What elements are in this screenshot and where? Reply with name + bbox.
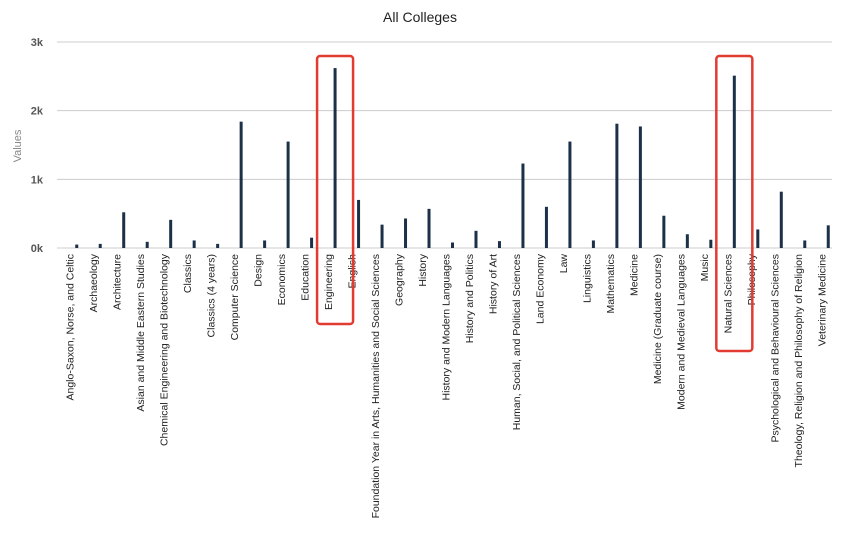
x-tick-label: Foundation Year in Arts, Humanities and …	[370, 254, 382, 518]
x-tick-label: Archaeology	[88, 253, 100, 312]
bars	[75, 68, 830, 249]
x-tick-label: Anglo-Saxon, Norse, and Celtic	[65, 254, 77, 401]
bar-mathematics	[615, 123, 619, 248]
x-tick-label: Engineering	[323, 254, 335, 310]
bar-engineering	[333, 68, 337, 249]
x-tick-label: Mathematics	[605, 254, 617, 314]
x-tick-label: Natural Sciences	[722, 254, 734, 333]
bar-archaeology	[98, 243, 102, 248]
bar-asian-and-middle-eastern-studies	[145, 241, 149, 248]
x-tick-label: Geography	[394, 253, 406, 306]
bar-foundation-year-in-arts-humanities-and-social-sciences	[380, 224, 384, 248]
highlight-box-engineering	[315, 54, 355, 326]
x-tick-label: Computer Science	[229, 254, 241, 341]
y-axis-ticks: 0k 1k 2k 3k	[31, 37, 44, 255]
y-tick-label: 3k	[31, 37, 44, 49]
y-tick-label: 0k	[31, 243, 44, 255]
x-tick-label: Design	[253, 254, 265, 287]
bar-psychological-and-behavioural-sciences	[779, 191, 783, 248]
bar-computer-science	[239, 121, 243, 248]
x-tick-label: History and Modern Languages	[441, 254, 453, 401]
y-axis-label: Values	[12, 129, 24, 162]
bar-modern-and-medieval-languages	[685, 234, 689, 248]
bar-music	[709, 239, 713, 248]
bar-history	[427, 208, 431, 248]
bar-classics-4-years	[216, 243, 220, 248]
bar-english	[357, 199, 361, 248]
bar-land-economy	[544, 206, 548, 248]
x-tick-label: History and Politics	[464, 254, 476, 343]
bar-history-and-modern-languages	[451, 242, 454, 248]
x-tick-label: Economics	[276, 254, 288, 305]
bar-theology-religion-and-philosophy-of-religion	[803, 240, 807, 248]
bar-geography	[404, 218, 408, 248]
x-tick-label: Architecture	[112, 254, 124, 310]
bar-history-and-politics	[474, 230, 478, 248]
bar-linguistics	[591, 240, 595, 248]
x-tick-label: Medicine	[628, 254, 640, 296]
bar-economics	[286, 141, 290, 248]
x-tick-label: Modern and Medieval Languages	[675, 254, 687, 410]
bar-philosophy	[756, 229, 760, 248]
x-tick-label: Music	[699, 254, 711, 281]
highlight-box-natural-sciences	[715, 54, 754, 353]
x-tick-label: Classics	[182, 254, 194, 293]
bar-law	[568, 141, 572, 248]
bar-veterinary-medicine	[826, 225, 830, 248]
bar-natural-sciences	[732, 75, 736, 248]
x-tick-label: Human, Social, and Political Sciences	[511, 254, 523, 430]
x-tick-label: Chemical Engineering and Biotechnology	[159, 253, 171, 446]
x-tick-label: Law	[558, 254, 570, 274]
x-tick-label: History of Art	[487, 254, 499, 314]
x-tick-label: Education	[300, 254, 312, 301]
x-axis-ticks: Anglo-Saxon, Norse, and Celtic Archaeolog…	[65, 253, 829, 518]
x-tick-label: History	[417, 253, 429, 286]
bar-chemical-engineering-and-biotechnology	[169, 219, 173, 248]
highlight-boxes	[315, 54, 754, 353]
x-tick-label: Veterinary Medicine	[816, 254, 828, 346]
bar-history-of-art	[497, 241, 501, 248]
bar-education	[310, 237, 314, 248]
bar-architecture	[122, 212, 126, 248]
bar-human-social-and-political-sciences	[521, 163, 525, 248]
bar-medicine-graduate-course	[662, 215, 666, 248]
gridlines	[57, 41, 832, 249]
chart-title: All Colleges	[383, 9, 457, 25]
x-tick-label: Theology, Religion and Philosophy of Rel…	[793, 254, 805, 468]
x-tick-label: Land Economy	[534, 253, 546, 324]
x-tick-label: Classics (4 years)	[206, 254, 218, 337]
x-tick-label: Psychological and Behavioural Sciences	[769, 254, 781, 443]
x-tick-label: Medicine (Graduate course)	[652, 254, 664, 384]
x-tick-label: Asian and Middle Eastern Studies	[135, 254, 147, 412]
y-tick-label: 2k	[31, 106, 44, 118]
y-tick-label: 1k	[31, 174, 44, 186]
bar-anglo-saxon-norse-and-celtic	[75, 244, 79, 248]
bar-design	[263, 240, 267, 248]
bar-classics	[192, 240, 196, 248]
x-tick-label: Linguistics	[581, 254, 593, 303]
bar-medicine	[638, 126, 642, 248]
